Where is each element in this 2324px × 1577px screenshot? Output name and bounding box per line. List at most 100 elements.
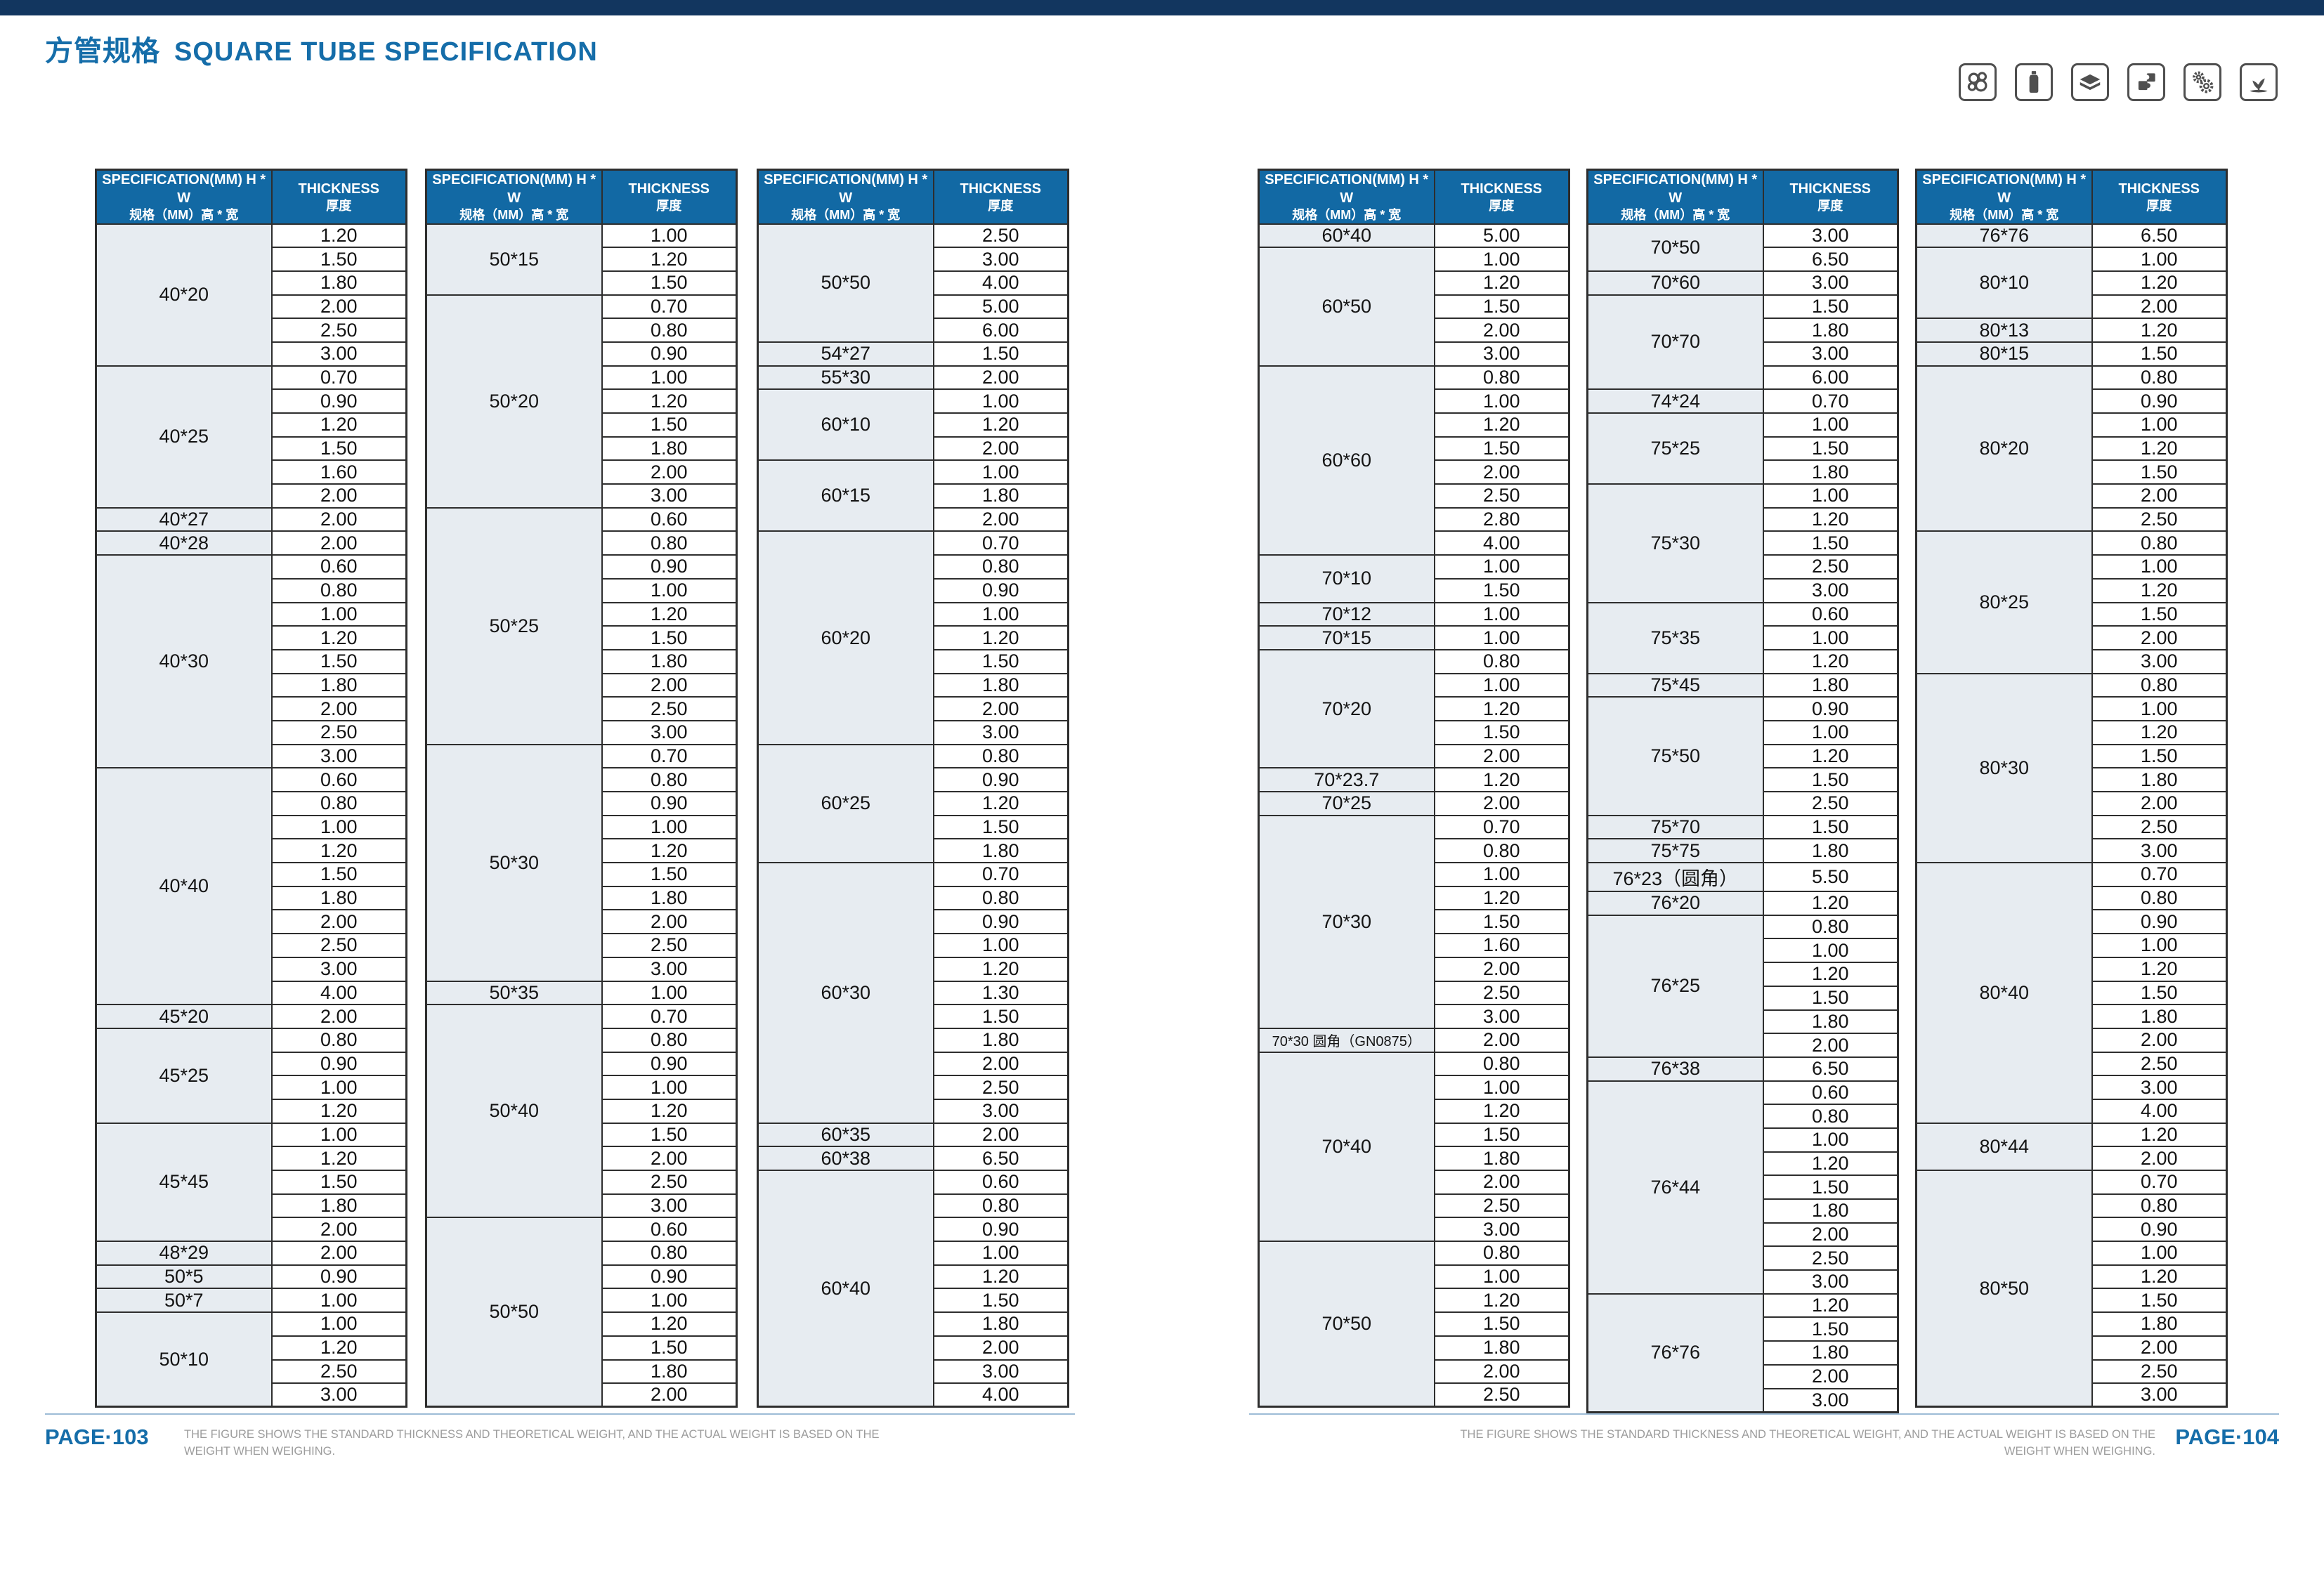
spec-cell: 70*40 — [1258, 1051, 1435, 1243]
table-row: 80*44 1.20 — [1915, 1122, 2228, 1172]
table-row: 50*7 1.00 — [95, 1288, 407, 1314]
table-row: 1.80 — [426, 885, 738, 911]
thickness-cell: 2.50 — [1433, 483, 1570, 509]
spec-cell: 45*45 — [95, 1122, 273, 1243]
table-row: 2.50 — [426, 933, 738, 958]
thickness-cell: 1.50 — [1433, 719, 1570, 745]
table-row: 0.90 — [96, 388, 407, 414]
top-accent-bar — [0, 0, 2324, 15]
thickness-cell: 2.00 — [2091, 1146, 2228, 1171]
table-row: 2.50 — [1259, 1193, 1570, 1219]
table-row: 48*29 2.00 — [95, 1241, 407, 1266]
table-row: 76*25 0.80 — [1586, 914, 1899, 1058]
thickness-cell: 2.00 — [270, 530, 407, 556]
spec-table-1: SPECIFICATION(MM) H * W 规格（MM）高 * 宽 THICKN… — [95, 169, 407, 1408]
table-row: 70*30 圆角（GN0875） 2.00 — [1258, 1027, 1570, 1053]
table-row: 0.90 — [758, 909, 1069, 935]
table-row: 6.00 — [1588, 365, 1899, 391]
table-row: 60*50 1.00 — [1258, 247, 1570, 367]
thickness-cell: 1.20 — [1433, 885, 1570, 911]
thickness-cell: 0.80 — [1433, 365, 1570, 391]
table-row: 1.00 — [1917, 1241, 2228, 1266]
thickness-cell: 1.80 — [1762, 1198, 1899, 1224]
thickness-cell: 0.70 — [932, 530, 1069, 556]
table-row: 75*50 0.90 — [1586, 696, 1899, 816]
thickness-cell: 2.00 — [1762, 1363, 1899, 1389]
table-row: 50*40 0.70 — [425, 1004, 738, 1219]
table-row: 1.50 — [758, 1288, 1069, 1314]
thickness-cell: 4.00 — [932, 1382, 1069, 1408]
thickness-cell: 1.80 — [1762, 459, 1899, 485]
table-row: 50*50 2.50 — [757, 223, 1069, 343]
table-row: 1.20 — [96, 1335, 407, 1361]
thickness-cell: 1.20 — [932, 791, 1069, 816]
thickness-cell: 1.80 — [2091, 1311, 2228, 1337]
table-row: 1.00 — [426, 1075, 738, 1100]
thickness-cell: 1.80 — [1762, 1340, 1899, 1366]
table-row: 2.00 — [426, 672, 738, 698]
thickness-cell: 2.00 — [270, 1241, 407, 1266]
thickness-cell: 1.50 — [1762, 530, 1899, 556]
thickness-cell: 1.20 — [2091, 956, 2228, 982]
page-title: 方管规格 SQUARE TUBE SPECIFICATION — [45, 28, 598, 69]
table-row: 1.50 — [1259, 909, 1570, 935]
table-row: 3.00 — [1917, 1382, 2228, 1408]
thickness-cell: 2.50 — [601, 1170, 738, 1195]
thickness-cell: 2.00 — [2091, 294, 2228, 320]
thickness-cell: 0.90 — [270, 1051, 407, 1077]
thickness-cell: 2.00 — [2091, 791, 2228, 816]
thickness-cell: 3.00 — [1762, 1269, 1899, 1295]
thickness-cell: 1.00 — [1762, 412, 1899, 438]
table-row: 1.50 — [1917, 601, 2228, 627]
table-row: 0.80 — [1917, 885, 2228, 911]
table-row: 2.00 — [1917, 1146, 2228, 1171]
table-row: 1.00 — [1259, 862, 1570, 887]
table-row: 1.00 — [96, 601, 407, 627]
spec-cell: 70*30 圆角（GN0875） — [1258, 1027, 1435, 1053]
table-row: 1.20 — [96, 625, 407, 650]
table-row: 2.00 — [1259, 1170, 1570, 1195]
thickness-cell: 0.90 — [932, 909, 1069, 935]
thickness-cell: 0.80 — [1762, 914, 1899, 940]
thickness-cell: 0.80 — [601, 530, 738, 556]
thickness-cell: 1.50 — [2091, 341, 2228, 367]
spec-cell: 40*28 — [95, 530, 273, 556]
table-row: 40*28 2.00 — [95, 530, 407, 556]
table-row: 1.20 — [1259, 412, 1570, 438]
table-row: 2.00 — [96, 909, 407, 935]
table-row: 70*12 1.00 — [1258, 601, 1570, 627]
table-row: 1.00 — [426, 1288, 738, 1314]
thickness-cell: 0.80 — [932, 1193, 1069, 1219]
footer-rule-right — [1249, 1413, 2279, 1415]
thickness-cell: 6.50 — [932, 1146, 1069, 1171]
thickness-cell: 1.80 — [1762, 672, 1899, 698]
table-row: 75*75 1.80 — [1586, 838, 1899, 864]
thickness-cell: 1.00 — [1433, 1075, 1570, 1100]
table-row: 1.20 — [426, 1098, 738, 1124]
thickness-cell: 3.00 — [932, 1098, 1069, 1124]
thickness-cell: 5.00 — [932, 294, 1069, 320]
table-row: 2.00 — [1917, 483, 2228, 509]
table-row: 2.50 — [1917, 814, 2228, 840]
thickness-header: THICKNESS 厚度 — [2091, 169, 2228, 225]
spec-cell: 50*50 — [757, 223, 934, 343]
thickness-cell: 2.00 — [1433, 1359, 1570, 1385]
table-row: 70*40 0.80 — [1258, 1051, 1570, 1243]
spec-cell: 60*10 — [757, 388, 934, 462]
table-row: 0.80 — [96, 577, 407, 603]
thickness-cell: 2.00 — [270, 483, 407, 509]
table-row: 3.00 — [1259, 1004, 1570, 1029]
table-row: 2.00 — [426, 1146, 738, 1171]
table-row: 1.20 — [426, 388, 738, 414]
table-row: 1.20 — [1917, 1264, 2228, 1290]
spec-cell: 54*27 — [757, 341, 934, 367]
thickness-cell: 1.50 — [270, 862, 407, 887]
table-row: 60*15 1.00 — [757, 459, 1069, 532]
thickness-cell: 0.80 — [2091, 530, 2228, 556]
thickness-cell: 0.70 — [2091, 1170, 2228, 1195]
spec-cell: 70*30 — [1258, 814, 1435, 1029]
thickness-cell: 1.50 — [1433, 909, 1570, 935]
thickness-cell: 1.50 — [1433, 577, 1570, 603]
thickness-cell: 0.90 — [932, 577, 1069, 603]
thickness-cell: 1.50 — [1762, 1174, 1899, 1200]
